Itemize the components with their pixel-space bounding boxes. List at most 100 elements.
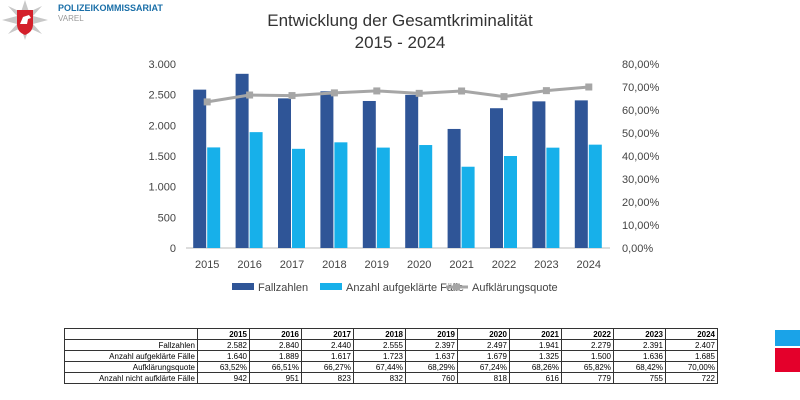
- line-point: [500, 93, 508, 101]
- table-cell: 755: [613, 372, 666, 384]
- table-cell: 68,29%: [405, 361, 458, 373]
- bar-fallzahlen: [405, 94, 419, 248]
- year-header: 2022: [561, 328, 614, 340]
- line-point: [288, 92, 296, 100]
- row-label: Fallzahlen: [64, 339, 198, 351]
- data-table: 2015 2016 2017 2018 2019 2020 2021 2022 2023 2024…: [64, 328, 718, 384]
- bar-fallzahlen: [447, 128, 461, 248]
- y-tick-label: 0: [170, 243, 176, 255]
- table-cell: 66,51%: [249, 361, 302, 373]
- table-cell: 2.391: [613, 339, 666, 351]
- bar-fallzahlen: [320, 91, 334, 248]
- bar-anzahl-aufgeklärte-fälle: [207, 147, 221, 248]
- org-place: VAREL: [58, 14, 84, 23]
- chart: 0 500 1.000 1.500 2.000 2.500 3.000 0,00% 10,00%…: [148, 59, 660, 294]
- table-row: Fallzahlen 2.582 2.840 2.440 2.555 2.397 2.497…: [64, 339, 718, 351]
- chart-title: Entwicklung der Gesamtkriminalität: [267, 11, 533, 30]
- bar-fallzahlen: [574, 100, 588, 248]
- table-cell: 722: [665, 372, 718, 384]
- legend-swatch: [232, 283, 254, 290]
- table-cell: 818: [457, 372, 510, 384]
- x-tick-label: 2018: [322, 259, 346, 271]
- table-cell: 823: [301, 372, 354, 384]
- bar-fallzahlen: [235, 73, 249, 249]
- x-tick-label: 2015: [195, 259, 219, 271]
- table-cell: 1.617: [301, 350, 354, 362]
- line-point: [246, 91, 254, 99]
- line-point: [415, 89, 423, 97]
- table-cell: 1.941: [509, 339, 562, 351]
- x-tick-label: 2023: [534, 259, 558, 271]
- red-decor-block: [775, 348, 800, 372]
- blue-decor-block: [775, 330, 800, 346]
- y2-tick-label: 60,00%: [622, 105, 660, 117]
- y2-tick-label: 50,00%: [622, 128, 660, 140]
- table-cell: 2.840: [249, 339, 302, 351]
- y-tick-label: 1.000: [148, 182, 176, 194]
- row-label: Anzahl aufgeklärte Fälle: [64, 350, 198, 362]
- bar-anzahl-aufgeklärte-fälle: [249, 132, 263, 248]
- line-point: [203, 98, 211, 106]
- table-cell: 760: [405, 372, 458, 384]
- bar-anzahl-aufgeklärte-fälle: [504, 156, 517, 248]
- table-cell: 68,26%: [509, 361, 562, 373]
- chart-subtitle: 2015 - 2024: [354, 33, 446, 52]
- table-row: Anzahl nicht aufklärte Fälle 942 951 823 832…: [64, 372, 718, 384]
- table-cell: 942: [197, 372, 250, 384]
- legend-marker: [453, 283, 460, 291]
- bar-fallzahlen: [193, 89, 207, 249]
- y2-tick-label: 70,00%: [622, 82, 660, 94]
- bar-fallzahlen: [362, 100, 376, 248]
- table-cell: 66,27%: [301, 361, 354, 373]
- table-cell: 1.685: [665, 350, 718, 362]
- table-cell: 63,52%: [197, 361, 250, 373]
- x-tick-label: 2016: [237, 259, 261, 271]
- table-cell: 2.582: [197, 339, 250, 351]
- table-cell: 1.679: [457, 350, 510, 362]
- table-row: Anzahl aufgeklärte Fälle 1.640 1.889 1.617 1…: [64, 350, 718, 362]
- x-tick-label: 2024: [577, 259, 601, 271]
- table-cell: 1.325: [509, 350, 562, 362]
- bar-fallzahlen: [532, 101, 546, 249]
- table-cell: 1.636: [613, 350, 666, 362]
- table-cell: 616: [509, 372, 562, 384]
- year-header: 2023: [613, 328, 666, 340]
- y2-tick-label: 40,00%: [622, 151, 660, 163]
- bar-anzahl-aufgeklärte-fälle: [588, 144, 602, 248]
- police-star-logo: [2, 0, 48, 40]
- year-header: 2017: [301, 328, 354, 340]
- line-aufklaerungsquote: [206, 85, 589, 104]
- table-cell: 951: [249, 372, 302, 384]
- table-cell: 67,44%: [353, 361, 406, 373]
- line-point: [330, 89, 338, 97]
- table-cell: 1.889: [249, 350, 302, 362]
- bar-fallzahlen: [490, 108, 503, 248]
- line-point: [542, 87, 550, 95]
- year-header: 2015: [197, 328, 250, 340]
- line-point: [585, 83, 593, 91]
- table-cell: 1.500: [561, 350, 614, 362]
- y-tick-label: 2.500: [148, 90, 176, 102]
- x-tick-label: 2021: [449, 259, 473, 271]
- y-tick-label: 2.000: [148, 120, 176, 132]
- table-cell: 67,24%: [457, 361, 510, 373]
- bar-anzahl-aufgeklärte-fälle: [546, 147, 560, 248]
- bar-anzahl-aufgeklärte-fälle: [334, 142, 348, 248]
- x-tick-label: 2019: [365, 259, 389, 271]
- x-tick-label: 2020: [407, 259, 431, 271]
- table-cell: 2.279: [561, 339, 614, 351]
- y-tick-label: 1.500: [148, 151, 176, 163]
- legend-label: Fallzahlen: [258, 282, 308, 294]
- table-cell: 832: [353, 372, 406, 384]
- table-cell: 1.637: [405, 350, 458, 362]
- table-cell: 2.407: [665, 339, 718, 351]
- table-cell: 1.723: [353, 350, 406, 362]
- table-cell: 2.440: [301, 339, 354, 351]
- line-point: [373, 87, 381, 95]
- year-header: 2024: [665, 328, 718, 340]
- table-cell: 2.555: [353, 339, 406, 351]
- year-header: 2021: [509, 328, 562, 340]
- org-name: POLIZEIKOMMISSARIAT: [58, 3, 163, 13]
- x-tick-label: 2022: [492, 259, 516, 271]
- bar-anzahl-aufgeklärte-fälle: [292, 148, 305, 248]
